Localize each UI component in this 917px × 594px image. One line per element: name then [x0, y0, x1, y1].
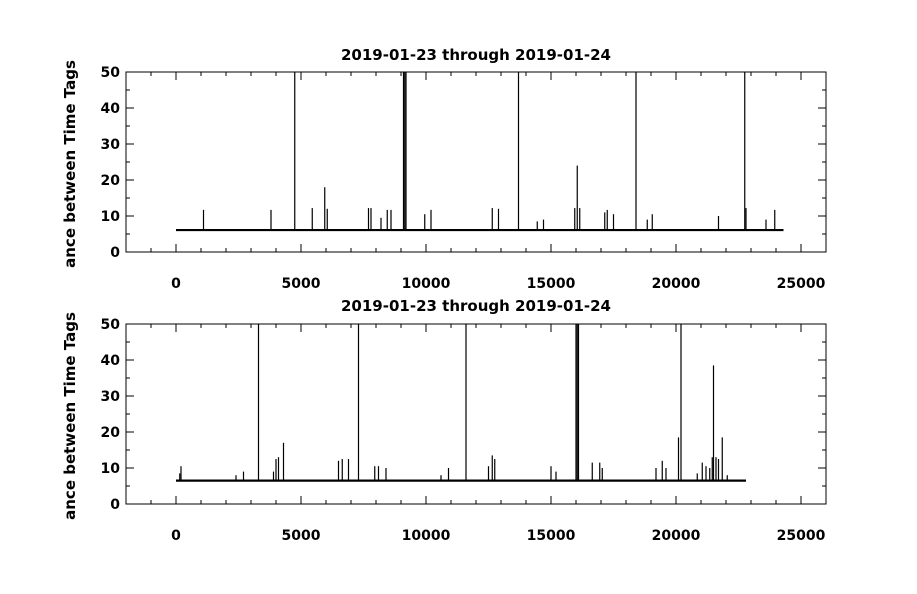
y-tick-label: 10	[101, 461, 121, 477]
y-tick-label: 0	[110, 497, 120, 513]
y-tick-label: 40	[101, 101, 121, 117]
y-tick-label: 30	[101, 137, 121, 153]
y-tick-label: 10	[101, 209, 121, 225]
chart-panel-1: 2019-01-23 through 2019-01-24 ance betwee…	[61, 46, 827, 292]
y-tick-label: 0	[110, 245, 120, 261]
x-tick-label: 15000	[527, 528, 576, 544]
x-tick-label: 25000	[777, 276, 826, 292]
y-axis-label: ance between Time Tags	[61, 60, 79, 268]
series-1	[176, 324, 746, 482]
chart-title: 2019-01-23 through 2019-01-24	[341, 46, 611, 64]
chart-title: 2019-01-23 through 2019-01-24	[341, 297, 611, 315]
chart-panel-2: 2019-01-23 through 2019-01-24 ance betwee…	[61, 297, 827, 544]
x-tick-label: 10000	[402, 528, 451, 544]
x-tick-label: 0	[171, 276, 181, 292]
series-1	[176, 72, 784, 232]
x-tick-label: 10000	[402, 276, 451, 292]
y-tick-label: 40	[101, 353, 121, 369]
x-tick-label: 15000	[527, 276, 576, 292]
x-tick-label: 0	[171, 528, 181, 544]
y-tick-label: 20	[101, 425, 121, 441]
x-tick-label: 20000	[652, 276, 701, 292]
y-tick-label: 50	[101, 65, 121, 81]
x-tick-label: 5000	[282, 528, 321, 544]
y-tick-label: 30	[101, 389, 121, 405]
y-tick-label: 50	[101, 317, 121, 333]
y-axis-label: ance between Time Tags	[61, 312, 79, 520]
x-tick-label: 20000	[652, 528, 701, 544]
plot-frame	[125, 323, 827, 505]
x-tick-label: 5000	[282, 276, 321, 292]
y-tick-label: 20	[101, 173, 121, 189]
x-tick-label: 25000	[777, 528, 826, 544]
plot-frame	[125, 71, 827, 253]
